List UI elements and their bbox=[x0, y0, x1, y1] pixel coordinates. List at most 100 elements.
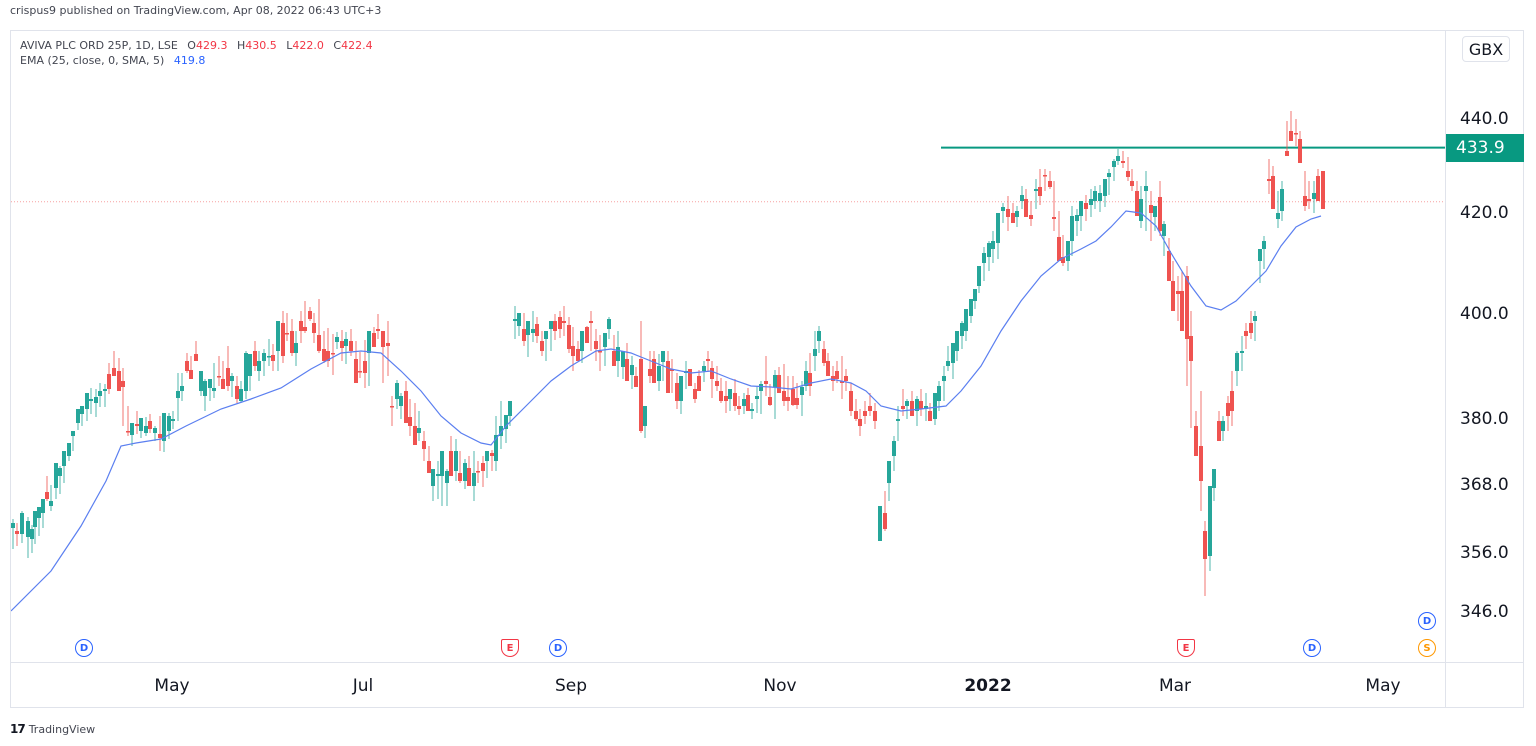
candle bbox=[873, 403, 877, 429]
candle bbox=[1089, 189, 1093, 217]
candle bbox=[621, 351, 625, 379]
candle bbox=[612, 335, 616, 366]
candle bbox=[1130, 169, 1134, 191]
price-tick-label: 420.0 bbox=[1460, 203, 1509, 223]
candle bbox=[1176, 276, 1180, 321]
candle bbox=[942, 366, 946, 401]
candle bbox=[37, 507, 41, 536]
time-tick-label: May bbox=[1365, 676, 1401, 696]
candle bbox=[737, 396, 741, 415]
candle bbox=[684, 361, 688, 389]
candle bbox=[303, 301, 307, 333]
dividend-marker-icon[interactable]: D bbox=[75, 639, 93, 657]
candle bbox=[1180, 271, 1184, 331]
candle bbox=[526, 321, 530, 357]
candle bbox=[808, 353, 812, 396]
candle bbox=[1167, 238, 1171, 281]
candle bbox=[20, 511, 24, 543]
price-axis[interactable]: GBX 440.0 420.0 400.0 380.0 368.0 356.0 346.0 … bbox=[1445, 31, 1524, 662]
candle bbox=[517, 313, 521, 336]
candle bbox=[580, 331, 584, 363]
candle bbox=[354, 341, 358, 383]
candle bbox=[973, 289, 977, 309]
candle bbox=[1153, 206, 1157, 231]
candle bbox=[58, 466, 62, 494]
candle bbox=[1112, 159, 1116, 181]
candle bbox=[285, 313, 289, 341]
candle bbox=[549, 321, 553, 351]
ema-line bbox=[11, 210, 1322, 612]
candle bbox=[915, 396, 919, 426]
legend-ema-label[interactable]: EMA (25, close, 0, SMA, 5) bbox=[20, 54, 165, 67]
candle bbox=[472, 451, 476, 501]
candle bbox=[826, 353, 830, 376]
dividend-marker-icon[interactable]: D bbox=[1418, 612, 1436, 630]
candle bbox=[1070, 206, 1074, 256]
candle bbox=[121, 368, 125, 426]
candle bbox=[504, 415, 508, 443]
tradingview-logo-icon: 17 bbox=[10, 722, 26, 736]
candle bbox=[239, 381, 243, 403]
candle bbox=[340, 330, 344, 361]
time-axis[interactable]: May Jul Sep Nov 2022 Mar May bbox=[11, 662, 1445, 708]
earnings-marker-icon[interactable]: E bbox=[501, 639, 519, 657]
candle bbox=[117, 358, 121, 391]
price-tick-label: 380.0 bbox=[1460, 409, 1509, 429]
candle bbox=[804, 361, 808, 391]
candle bbox=[987, 241, 991, 271]
candle bbox=[399, 393, 403, 419]
candle bbox=[1235, 351, 1239, 386]
currency-button[interactable]: GBX bbox=[1462, 36, 1510, 62]
legend-high-value: 430.5 bbox=[245, 39, 277, 52]
candlestick-chart[interactable] bbox=[11, 31, 1445, 662]
candle bbox=[840, 356, 844, 399]
price-tick-label: 440.0 bbox=[1460, 109, 1509, 129]
candle bbox=[54, 463, 58, 499]
candle bbox=[844, 369, 848, 391]
candle bbox=[786, 376, 790, 411]
candle bbox=[126, 406, 130, 436]
legend-low-label: L bbox=[286, 39, 293, 52]
candle bbox=[458, 451, 462, 483]
candle bbox=[107, 363, 111, 394]
candle bbox=[675, 373, 679, 409]
split-marker-icon[interactable]: S bbox=[1418, 639, 1436, 657]
legend-low-value: 422.0 bbox=[292, 39, 324, 52]
candle bbox=[1221, 416, 1225, 441]
candle bbox=[1024, 189, 1028, 217]
chart-frame bbox=[10, 30, 1524, 708]
earnings-marker-icon[interactable]: E bbox=[1177, 639, 1195, 657]
candle bbox=[144, 417, 148, 436]
legend-symbol[interactable]: AVIVA PLC ORD 25P, 1D, LSE bbox=[20, 39, 178, 52]
candle bbox=[1029, 201, 1033, 226]
candle bbox=[625, 343, 629, 381]
candle bbox=[996, 213, 1000, 259]
candle bbox=[657, 354, 661, 391]
candle bbox=[436, 461, 440, 499]
candle bbox=[822, 341, 826, 366]
time-tick-label: 2022 bbox=[964, 676, 1012, 696]
candle bbox=[427, 446, 431, 473]
candle bbox=[98, 383, 102, 407]
candle bbox=[697, 370, 701, 391]
price-tick-label: 346.0 bbox=[1460, 602, 1509, 622]
footer: 17 TradingView bbox=[10, 722, 95, 736]
candle bbox=[1298, 131, 1302, 163]
candle bbox=[80, 406, 84, 426]
dividend-marker-icon[interactable]: D bbox=[549, 639, 567, 657]
candle bbox=[67, 443, 71, 461]
candle bbox=[791, 376, 795, 406]
candle bbox=[835, 361, 839, 383]
candle bbox=[693, 383, 697, 403]
time-tick-label: Mar bbox=[1158, 676, 1192, 696]
candle bbox=[616, 331, 620, 377]
candle bbox=[1253, 311, 1257, 341]
dividend-marker-icon[interactable]: D bbox=[1303, 639, 1321, 657]
candle bbox=[1271, 166, 1275, 209]
legend-ema-row: EMA (25, close, 0, SMA, 5) 419.8 bbox=[20, 53, 373, 68]
candle bbox=[130, 423, 134, 446]
candle bbox=[535, 317, 539, 343]
candle bbox=[576, 341, 580, 361]
candle bbox=[1116, 149, 1120, 165]
